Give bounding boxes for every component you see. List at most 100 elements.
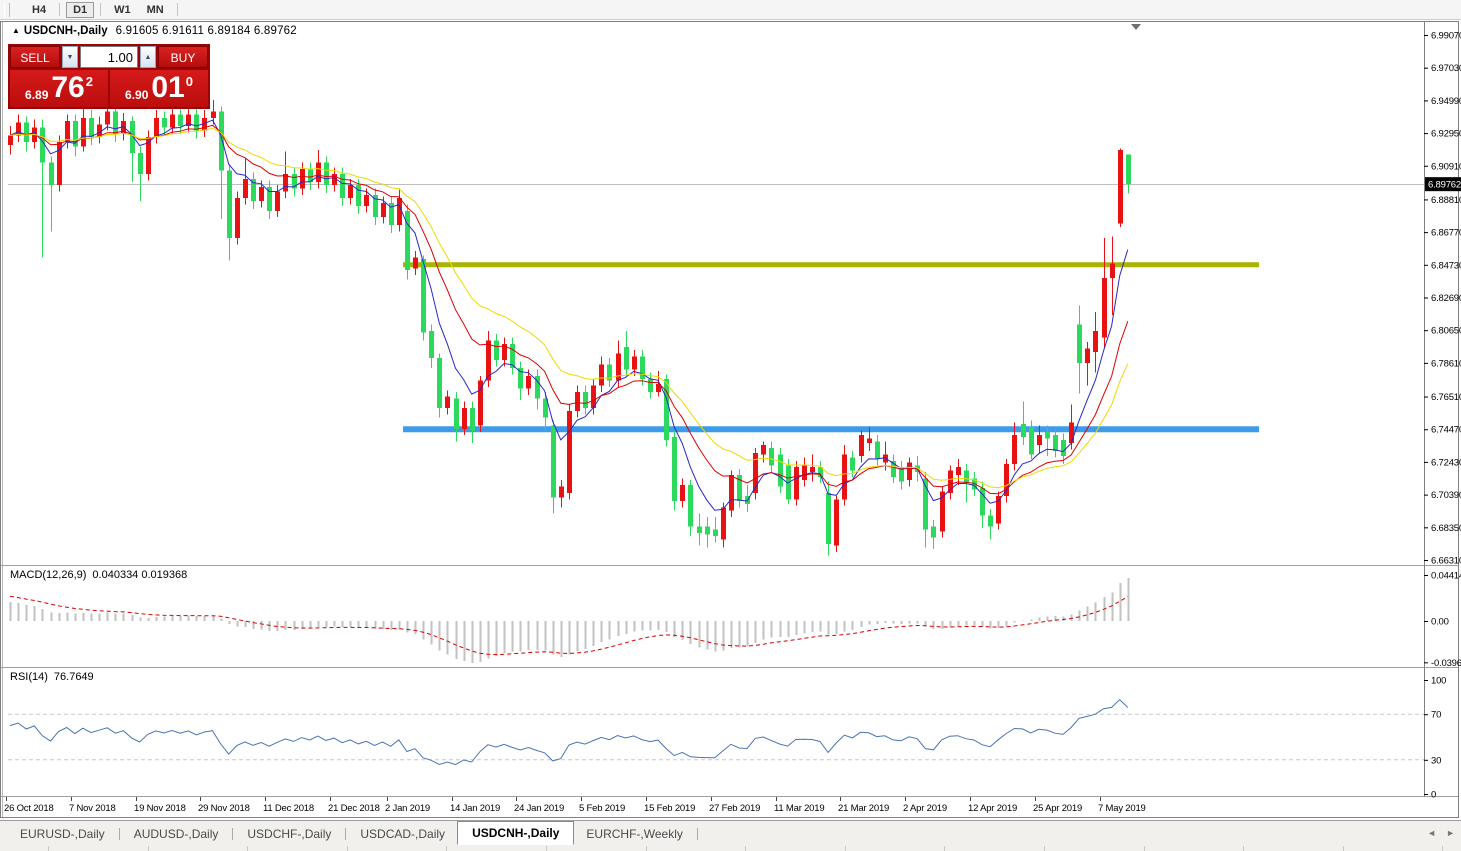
tab-eurchf-weekly[interactable]: EURCHF-,Weekly	[586, 826, 683, 841]
svg-text:6.90910: 6.90910	[1431, 161, 1461, 172]
svg-text:30: 30	[1431, 755, 1441, 766]
current-price-tag	[1425, 177, 1461, 192]
timeframe-h4[interactable]: H4	[32, 3, 47, 16]
tab-audusd-daily[interactable]: AUDUSD-,Daily	[133, 826, 219, 841]
svg-text:6.86770: 6.86770	[1431, 228, 1461, 239]
toolbar-divider	[59, 3, 61, 16]
volume-increase-button[interactable]: ▲	[140, 46, 156, 68]
strip-tick	[1144, 846, 1145, 851]
sell-price-sup: 2	[85, 74, 93, 89]
svg-text:25 Apr 2019: 25 Apr 2019	[1033, 803, 1082, 814]
svg-text:6.70390: 6.70390	[1431, 490, 1461, 501]
tab-usdcnh-daily[interactable]: USDCNH-,Daily	[457, 820, 575, 845]
price-axis[interactable]: 6.99070 6.97030 6.94990 6.92950 6.90910 6.888…	[1424, 31, 1461, 567]
strip-tick	[546, 846, 547, 851]
chart-ohlc-values: 6.91605 6.91611 6.89184 6.89762	[115, 25, 297, 37]
ma-6-line	[9, 119, 1129, 511]
sell-price-prefix: 6.89	[25, 88, 49, 102]
tab-divider	[118, 827, 120, 840]
tab-scroll-right-icon[interactable]: ►	[1446, 828, 1455, 838]
strip-tick	[48, 846, 49, 851]
svg-text:6.84730: 6.84730	[1431, 260, 1461, 271]
svg-text:24 Jan 2019: 24 Jan 2019	[514, 803, 564, 814]
timeframe-toolbar: H4 D1 W1 MN	[0, 0, 1461, 20]
buy-button[interactable]: BUY	[158, 46, 208, 68]
svg-text:6.97030: 6.97030	[1431, 63, 1461, 74]
svg-text:11 Dec 2018: 11 Dec 2018	[263, 803, 314, 814]
svg-text:6.89762: 6.89762	[1428, 180, 1461, 191]
tab-eurusd-daily[interactable]: EURUSD-,Daily	[20, 826, 105, 841]
buy-price-big: 01	[151, 71, 185, 104]
tab-usdcad-daily[interactable]: USDCAD-,Daily	[360, 826, 446, 841]
svg-text:11 Mar 2019: 11 Mar 2019	[774, 803, 824, 814]
svg-text:6.80650: 6.80650	[1431, 326, 1461, 337]
status-strip	[0, 846, 1461, 851]
svg-text:7 Nov 2018: 7 Nov 2018	[69, 803, 116, 814]
volume-decrease-button[interactable]: ▼	[62, 46, 78, 68]
svg-text:7 May 2019: 7 May 2019	[1098, 803, 1146, 814]
svg-text:21 Dec 2018: 21 Dec 2018	[328, 803, 380, 814]
timeframe-w1[interactable]: W1	[114, 3, 131, 16]
volume-input[interactable]	[80, 46, 138, 68]
strip-tick	[1243, 846, 1244, 851]
svg-text:12 Apr 2019: 12 Apr 2019	[968, 803, 1017, 814]
ma-21-line	[9, 127, 1129, 489]
macd-name: MACD(12,26,9)	[10, 569, 87, 581]
macd-label: MACD(12,26,9) 0.040334 0.019368	[10, 569, 187, 581]
timeframe-d1[interactable]: D1	[66, 1, 95, 18]
svg-text:0.00: 0.00	[1431, 617, 1449, 628]
indicator-axes[interactable]: 0.044143 0.00 -0.03964 100 70 30 0	[1424, 571, 1461, 801]
toolbar-grip	[4, 2, 10, 17]
svg-text:2 Apr 2019: 2 Apr 2019	[903, 803, 947, 814]
strip-tick	[1044, 846, 1045, 851]
svg-text:2 Jan 2019: 2 Jan 2019	[385, 803, 430, 814]
macd-values: 0.040334 0.019368	[92, 569, 188, 581]
collapse-panel-icon[interactable]: ▲	[12, 26, 20, 35]
sell-price-big: 76	[51, 71, 85, 104]
triangle-up-icon: ▲	[144, 53, 152, 61]
time-axis[interactable]: 26 Oct 2018 7 Nov 2018 19 Nov 2018 29 Nov 2…	[4, 797, 1146, 814]
sell-price-box[interactable]: 6.89 76 2	[10, 70, 108, 107]
strip-tick	[446, 846, 447, 851]
strip-tick	[646, 846, 647, 851]
chart-canvas[interactable]: 6.99070 6.97030 6.94990 6.92950 6.90910 6.888…	[0, 0, 1461, 820]
strip-tick	[347, 846, 348, 851]
svg-text:19 Nov 2018: 19 Nov 2018	[134, 803, 186, 814]
chart-window-border	[0, 21, 1459, 818]
strip-tick	[1343, 846, 1344, 851]
tab-usdchf-daily[interactable]: USDCHF-,Daily	[247, 826, 332, 841]
svg-text:29 Nov 2018: 29 Nov 2018	[198, 803, 250, 814]
rsi-value: 76.7649	[53, 671, 94, 683]
tab-scroll-left-icon[interactable]: ◄	[1427, 828, 1437, 838]
candles-group	[8, 100, 1131, 556]
svg-text:5 Feb 2019: 5 Feb 2019	[579, 803, 625, 814]
ma-13-line	[9, 124, 1129, 495]
svg-text:6.94990: 6.94990	[1431, 96, 1461, 107]
svg-text:14 Jan 2019: 14 Jan 2019	[450, 803, 500, 814]
tab-scroll-buttons: ◄ ►	[1427, 828, 1455, 838]
strip-tick	[247, 846, 248, 851]
svg-text:6.82690: 6.82690	[1431, 293, 1461, 304]
svg-text:6.88810: 6.88810	[1431, 195, 1461, 206]
strip-tick	[845, 846, 846, 851]
svg-text:0.044143: 0.044143	[1431, 571, 1461, 582]
rsi-label: RSI(14) 76.7649	[10, 671, 94, 683]
tab-divider	[232, 827, 234, 840]
svg-text:6.74470: 6.74470	[1431, 425, 1461, 436]
strip-tick	[1442, 846, 1443, 851]
chart-shift-marker-icon[interactable]	[1131, 24, 1141, 30]
timeframe-mn[interactable]: MN	[146, 3, 164, 16]
toolbar-divider	[100, 3, 102, 16]
svg-text:70: 70	[1431, 710, 1441, 721]
toolbar-divider	[176, 3, 178, 16]
sell-button[interactable]: SELL	[10, 46, 60, 68]
svg-text:100: 100	[1431, 676, 1446, 687]
svg-text:6.66310: 6.66310	[1431, 556, 1461, 567]
buy-price-box[interactable]: 6.90 01 0	[110, 70, 208, 107]
strip-tick	[944, 846, 945, 851]
svg-text:6.76510: 6.76510	[1431, 392, 1461, 403]
svg-text:15 Feb 2019: 15 Feb 2019	[644, 803, 695, 814]
rsi-name: RSI(14)	[10, 671, 48, 683]
